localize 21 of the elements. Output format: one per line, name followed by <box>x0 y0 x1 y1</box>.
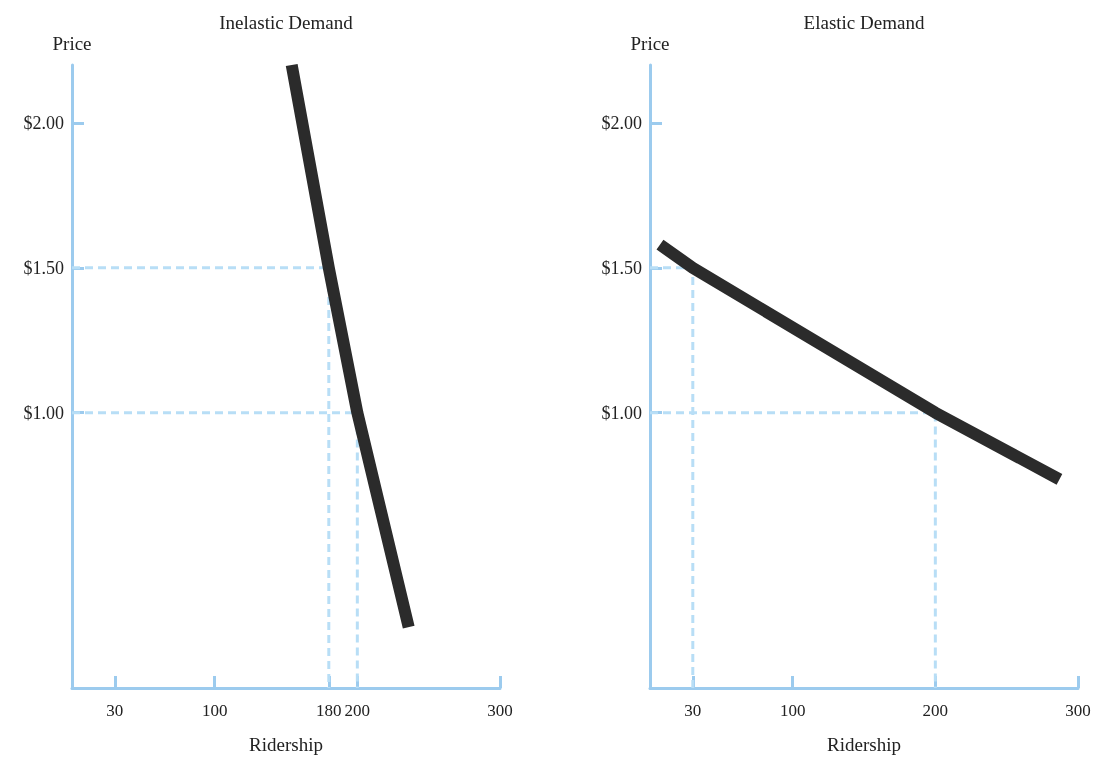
y-tick-label: $1.00 <box>601 402 642 423</box>
x-tick-label: 180 <box>316 701 342 720</box>
x-tick-label: 30 <box>106 701 124 720</box>
y-tick-label: $2.00 <box>601 112 642 133</box>
x-tick-label: 200 <box>344 701 371 720</box>
y-axis-title: Price <box>630 33 670 54</box>
y-tick-label: $1.50 <box>23 257 64 278</box>
x-tick-label: 300 <box>487 701 513 720</box>
y-tick-label: $1.00 <box>23 402 64 423</box>
y-axis-title: Price <box>52 33 92 54</box>
x-tick-label: 200 <box>922 701 949 720</box>
x-tick-label: 100 <box>779 701 806 720</box>
y-tick-label: $1.50 <box>601 257 642 278</box>
x-axis-title: Ridership <box>827 734 901 755</box>
x-axis-title: Ridership <box>249 734 323 755</box>
y-tick-label: $2.00 <box>23 112 64 133</box>
chart-title: Elastic Demand <box>803 12 925 33</box>
x-tick-label: 100 <box>201 701 228 720</box>
chart-title: Inelastic Demand <box>219 12 354 33</box>
x-tick-label: 300 <box>1065 701 1091 720</box>
x-tick-label: 30 <box>684 701 702 720</box>
